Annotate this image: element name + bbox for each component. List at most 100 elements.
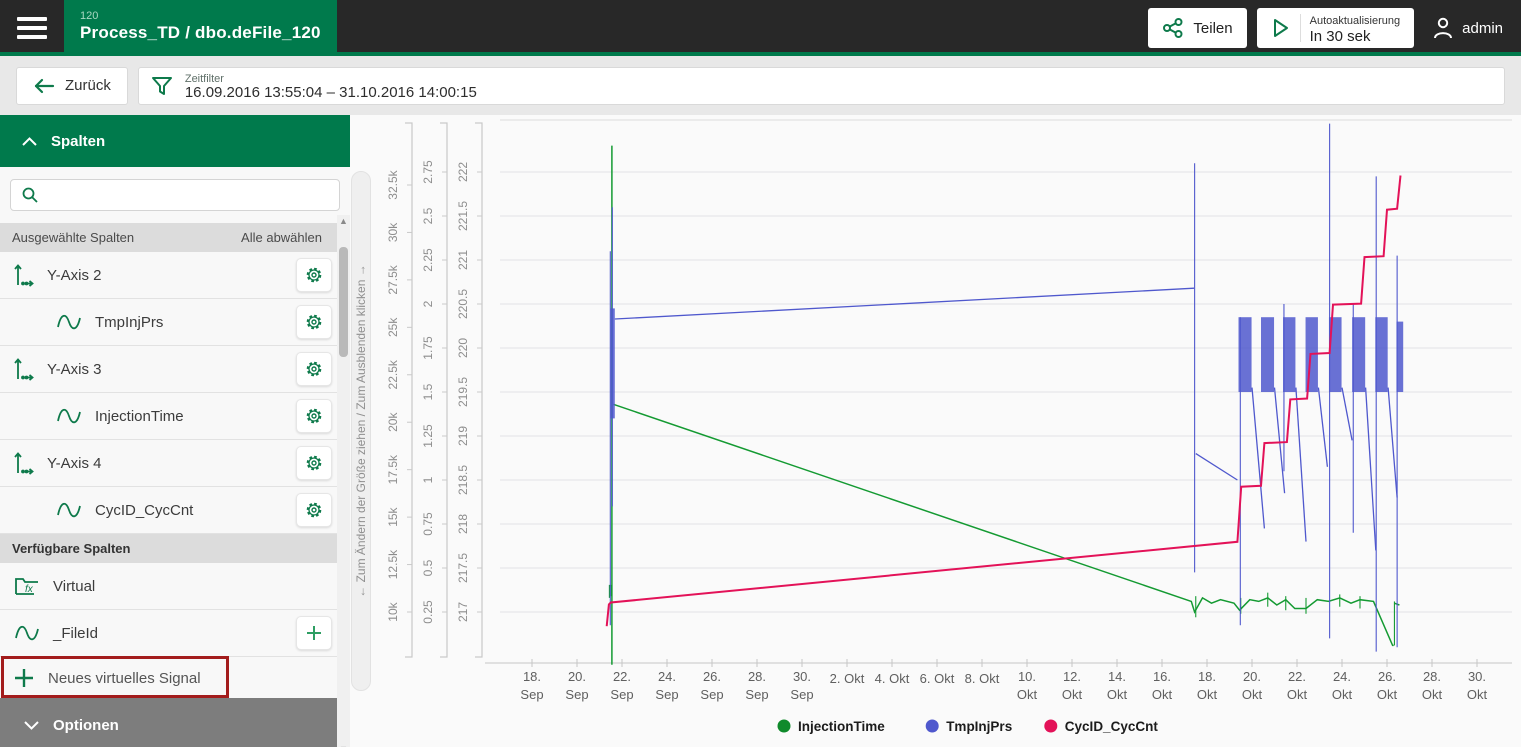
svg-text:Sep: Sep — [745, 687, 768, 702]
options-panel-header[interactable]: Optionen — [0, 698, 350, 747]
svg-text:4. Okt: 4. Okt — [875, 671, 910, 686]
gear-icon — [306, 502, 322, 518]
top-bar: 120 Process_TD / dbo.deFile_120 Teilen A… — [0, 0, 1521, 56]
axis-settings-button[interactable] — [296, 446, 332, 480]
svg-text:Okt: Okt — [1467, 687, 1488, 702]
panel-resize-splitter[interactable]: ← Zum Ändern der Größe ziehen / Zum Ausb… — [350, 115, 372, 747]
new-virtual-signal-button[interactable]: Neues virtuelles Signal — [0, 656, 350, 698]
svg-text:20.: 20. — [1243, 669, 1261, 684]
hamburger-menu-button[interactable] — [0, 0, 64, 56]
available-columns-header: Verfügbare Spalten — [0, 534, 350, 563]
svg-text:Okt: Okt — [1017, 687, 1038, 702]
svg-text:Sep: Sep — [790, 687, 813, 702]
back-button[interactable]: Zurück — [16, 66, 128, 105]
svg-text:2: 2 — [421, 300, 435, 307]
arrow-left-icon — [34, 78, 55, 93]
svg-text:20k: 20k — [386, 412, 400, 432]
username: admin — [1462, 19, 1503, 37]
hamburger-icon — [17, 17, 47, 21]
y-axis-icon — [14, 264, 34, 287]
sidebar-row-virtual[interactable]: fx Virtual — [0, 563, 350, 610]
series-CycID_CycCnt — [605, 175, 1402, 627]
columns-panel-header[interactable]: Spalten — [0, 115, 350, 167]
sidebar-row-y-axis-4[interactable]: Y-Axis 4 — [0, 440, 350, 487]
autorefresh-button[interactable]: Autoaktualisierung In 30 sek — [1256, 8, 1415, 48]
svg-text:14.: 14. — [1108, 669, 1126, 684]
scroll-down-arrow[interactable]: ▼ — [337, 743, 350, 747]
svg-text:217.5: 217.5 — [456, 553, 470, 583]
selected-columns-header: Ausgewählte Spalten Alle abwählen — [0, 223, 350, 252]
dataset-tab-title: Process_TD / dbo.deFile_120 — [80, 22, 321, 42]
signal-settings-button[interactable] — [296, 399, 332, 433]
svg-text:221.5: 221.5 — [456, 201, 470, 231]
svg-text:1: 1 — [421, 476, 435, 483]
sidebar-row-tmpinjprs[interactable]: TmpInjPrs — [0, 299, 350, 346]
chart-legend: InjectionTime TmpInjPrs CycID_CycCnt — [777, 719, 1158, 734]
signal-wave-icon — [15, 625, 39, 641]
x-axis-labels: 18. Sep 20. Sep 22. Sep 24. Sep 26. Sep 28. Sep 30. S… — [520, 659, 1487, 702]
svg-text:Okt: Okt — [1377, 687, 1398, 702]
axis-settings-button[interactable] — [296, 258, 332, 292]
share-label: Teilen — [1193, 19, 1233, 37]
time-filter[interactable]: Zeitfilter 16.09.2016 13:55:04 – 31.10.2… — [137, 66, 1505, 105]
user-menu[interactable]: admin — [1424, 16, 1503, 40]
legend-item-TmpInjPrs[interactable]: TmpInjPrs — [925, 719, 1013, 734]
svg-text:30.: 30. — [1468, 669, 1486, 684]
svg-text:32.5k: 32.5k — [386, 169, 400, 199]
column-search-input[interactable] — [47, 187, 329, 203]
svg-text:Sep: Sep — [655, 687, 678, 702]
dataset-tab[interactable]: 120 Process_TD / dbo.deFile_120 — [64, 0, 337, 56]
sidebar-row-fileid[interactable]: _FileId — [0, 610, 350, 657]
legend-item-CycID_CycCnt[interactable]: CycID_CycCnt — [1044, 719, 1158, 734]
play-icon — [1273, 19, 1288, 37]
svg-text:CycID_CycCnt: CycID_CycCnt — [1065, 719, 1159, 734]
signal-settings-button[interactable] — [296, 305, 332, 339]
svg-text:10.: 10. — [1018, 669, 1036, 684]
signal-wave-icon — [57, 314, 81, 330]
legend-item-InjectionTime[interactable]: InjectionTime — [777, 719, 886, 734]
svg-text:26.: 26. — [703, 669, 721, 684]
svg-text:Sep: Sep — [565, 687, 588, 702]
topbar-actions: Teilen Autoaktualisierung In 30 sek admi… — [1148, 0, 1521, 56]
signal-wave-icon — [57, 502, 81, 518]
signal-settings-button[interactable] — [296, 493, 332, 527]
back-label: Zurück — [65, 77, 111, 94]
search-icon — [22, 187, 38, 203]
share-button[interactable]: Teilen — [1148, 8, 1247, 48]
gear-icon — [306, 314, 322, 330]
deselect-all-button[interactable]: Alle abwählen — [241, 230, 322, 245]
svg-text:2.25: 2.25 — [421, 248, 435, 272]
signal-wave-icon — [57, 408, 81, 424]
svg-text:24.: 24. — [1333, 669, 1351, 684]
svg-text:1.25: 1.25 — [421, 424, 435, 448]
sidebar-scrollbar: ▲ ▼ — [337, 215, 350, 747]
columns-sidebar: Spalten Ausgewählte Spalten Alle abwähle… — [0, 115, 350, 747]
svg-text:0.25: 0.25 — [421, 600, 435, 624]
svg-text:25k: 25k — [386, 317, 400, 337]
sidebar-row-injectiontime[interactable]: InjectionTime — [0, 393, 350, 440]
svg-text:15k: 15k — [386, 506, 400, 526]
user-icon — [1434, 17, 1453, 39]
svg-text:221: 221 — [456, 250, 470, 270]
scrollbar-thumb[interactable] — [339, 247, 348, 357]
scroll-up-arrow[interactable]: ▲ — [339, 216, 348, 226]
svg-text:22.5k: 22.5k — [386, 359, 400, 389]
svg-text:18.: 18. — [1198, 669, 1216, 684]
sidebar-row-y-axis-3[interactable]: Y-Axis 3 — [0, 346, 350, 393]
svg-text:17.5k: 17.5k — [386, 454, 400, 484]
series-TmpInjPrs — [609, 123, 1404, 652]
svg-text:Okt: Okt — [1332, 687, 1353, 702]
virtual-folder-icon: fx — [15, 578, 38, 595]
add-column-button[interactable] — [296, 616, 332, 650]
gear-icon — [306, 361, 322, 377]
svg-text:27.5k: 27.5k — [386, 264, 400, 294]
chevron-up-icon — [22, 136, 37, 146]
svg-text:1.75: 1.75 — [421, 336, 435, 360]
sidebar-row-y-axis-2[interactable]: Y-Axis 2 — [0, 252, 350, 299]
axis-settings-button[interactable] — [296, 352, 332, 386]
column-search — [10, 179, 340, 211]
svg-text:28.: 28. — [748, 669, 766, 684]
sidebar-row-cycid-cyccnt[interactable]: CycID_CycCnt — [0, 487, 350, 534]
gear-icon — [306, 455, 322, 471]
svg-text:2. Okt: 2. Okt — [830, 671, 865, 686]
